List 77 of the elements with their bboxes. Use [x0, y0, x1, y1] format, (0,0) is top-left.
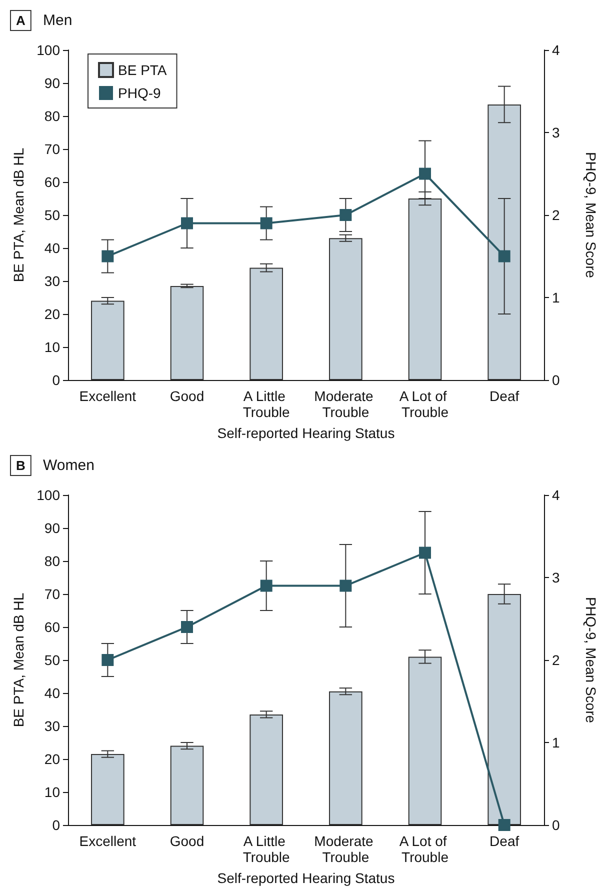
y2-tick-label: 1 [552, 734, 560, 750]
x-axis-title: Self-reported Hearing Status [217, 425, 395, 441]
bar [408, 198, 442, 380]
bar [329, 238, 362, 380]
y-tick-label: 80 [44, 108, 60, 124]
chart-title: Women [43, 457, 94, 474]
y-tick-label: 20 [44, 306, 60, 322]
x-tick-label: Excellent [79, 833, 136, 849]
y2-tick-label: 4 [552, 42, 560, 58]
y-tick-label: 0 [52, 372, 60, 388]
bar [170, 746, 204, 825]
y2-tick-label: 3 [552, 570, 560, 586]
x-tick-label: Deaf [490, 833, 520, 849]
point [102, 250, 114, 262]
point [181, 621, 193, 633]
x-tick-label: A Lot of Trouble [399, 833, 451, 865]
y2-tick-label: 2 [552, 207, 560, 223]
x-tick-label: Good [170, 833, 204, 849]
y2-axis-title: PHQ-9, Mean Score [583, 152, 599, 278]
x-tick-label: Excellent [79, 388, 136, 404]
y2-tick-label: 0 [552, 372, 560, 388]
y-tick-label: 80 [44, 553, 60, 569]
point [181, 217, 193, 230]
y2-axis-title: PHQ-9, Mean Score [583, 596, 599, 724]
y-tick-label: 100 [36, 42, 60, 58]
y-tick-label: 30 [44, 718, 60, 734]
x-tick-label: A Little Trouble [242, 833, 290, 865]
y-axis-title: BE PTA, Mean dB HL [10, 592, 27, 728]
x-tick-label: A Lot of Trouble [399, 388, 451, 420]
y-tick-label: 50 [44, 652, 60, 668]
y-tick-label: 50 [44, 207, 60, 223]
bar [91, 300, 124, 380]
y2-tick-label: 4 [552, 487, 560, 503]
text: A [16, 13, 26, 28]
y2-tick-label: 2 [552, 652, 560, 668]
point [340, 580, 352, 592]
y-tick-label: 10 [44, 339, 60, 355]
y-tick-label: 0 [52, 817, 60, 833]
y2-tick-label: 3 [552, 124, 560, 140]
point [498, 250, 510, 262]
y-axis-title: BE PTA, Mean dB HL [10, 148, 27, 282]
y-tick-label: 90 [44, 520, 60, 536]
point [498, 819, 510, 831]
y-tick-label: 100 [36, 487, 60, 503]
point [260, 217, 272, 230]
y-tick-label: 20 [44, 751, 60, 767]
point [340, 209, 352, 221]
y-tick-label: 60 [44, 619, 60, 635]
chart-title: Men [43, 12, 72, 29]
legend-label: BE PTA [118, 62, 168, 78]
y-tick-label: 30 [44, 273, 60, 289]
point [102, 654, 114, 666]
bar [170, 286, 204, 380]
x-tick-label: Good [170, 388, 204, 404]
y2-tick-label: 0 [552, 817, 560, 833]
y2-tick-label: 1 [552, 290, 560, 306]
text: B [16, 458, 26, 473]
x-tick-label: Moderate Trouble [314, 833, 378, 865]
legend-label: PHQ-9 [118, 85, 161, 101]
x-tick-label: A Little Trouble [242, 388, 290, 420]
bar [329, 691, 362, 825]
point [419, 546, 431, 559]
y-tick-label: 60 [44, 174, 60, 190]
y-tick-label: 10 [44, 784, 60, 800]
point [419, 168, 431, 180]
x-axis-title: Self-reported Hearing Status [217, 870, 395, 886]
y-tick-label: 70 [44, 586, 60, 602]
bar [250, 268, 283, 380]
bar [91, 754, 124, 825]
y-tick-label: 40 [44, 685, 60, 701]
point [260, 580, 272, 592]
x-tick-label: Deaf [490, 388, 520, 404]
y-tick-label: 90 [44, 75, 60, 91]
y-tick-label: 40 [44, 240, 60, 256]
x-tick-label: Moderate Trouble [314, 388, 378, 420]
bar [250, 714, 283, 825]
y-tick-label: 70 [44, 141, 60, 157]
